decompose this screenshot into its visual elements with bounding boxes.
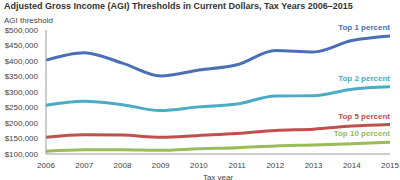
- svg-text:$250,000: $250,000: [8, 103, 39, 112]
- svg-text:$450,000: $450,000: [8, 41, 39, 50]
- svg-text:2007: 2007: [75, 161, 93, 170]
- svg-text:$200,000: $200,000: [8, 119, 39, 128]
- html-text:Adjusted Gross Income (AGI) Th: Adjusted Gross Income (AGI) Thresholds i…: [4, 1, 353, 11]
- svg-text:Top 5 percent: Top 5 percent: [338, 112, 390, 121]
- svg-text:$150,000: $150,000: [8, 134, 39, 143]
- svg-text:2012: 2012: [266, 161, 284, 170]
- svg-text:$300,000: $300,000: [8, 88, 39, 97]
- html-text:AGI threshold: AGI threshold: [4, 16, 53, 25]
- svg-text:Top 10 percent: Top 10 percent: [334, 129, 391, 138]
- svg-text:2011: 2011: [229, 161, 247, 170]
- svg-text:2008: 2008: [114, 161, 132, 170]
- svg-text:2015: 2015: [381, 161, 392, 170]
- svg-text:$100,000: $100,000: [8, 150, 39, 159]
- svg-text:$500,000: $500,000: [8, 26, 39, 35]
- svg-text:2009: 2009: [152, 161, 170, 170]
- svg-text:2013: 2013: [305, 161, 323, 170]
- svg-text:Top 2 percent: Top 2 percent: [338, 74, 390, 83]
- svg-text:$400,000: $400,000: [8, 57, 39, 66]
- svg-text:2010: 2010: [190, 161, 208, 170]
- svg-text:Tax year: Tax year: [203, 173, 234, 180]
- svg-text:2006: 2006: [37, 161, 55, 170]
- svg-text:$350,000: $350,000: [8, 72, 39, 81]
- svg-text:2014: 2014: [343, 161, 361, 170]
- svg-text:Top 1 percent: Top 1 percent: [338, 23, 390, 32]
